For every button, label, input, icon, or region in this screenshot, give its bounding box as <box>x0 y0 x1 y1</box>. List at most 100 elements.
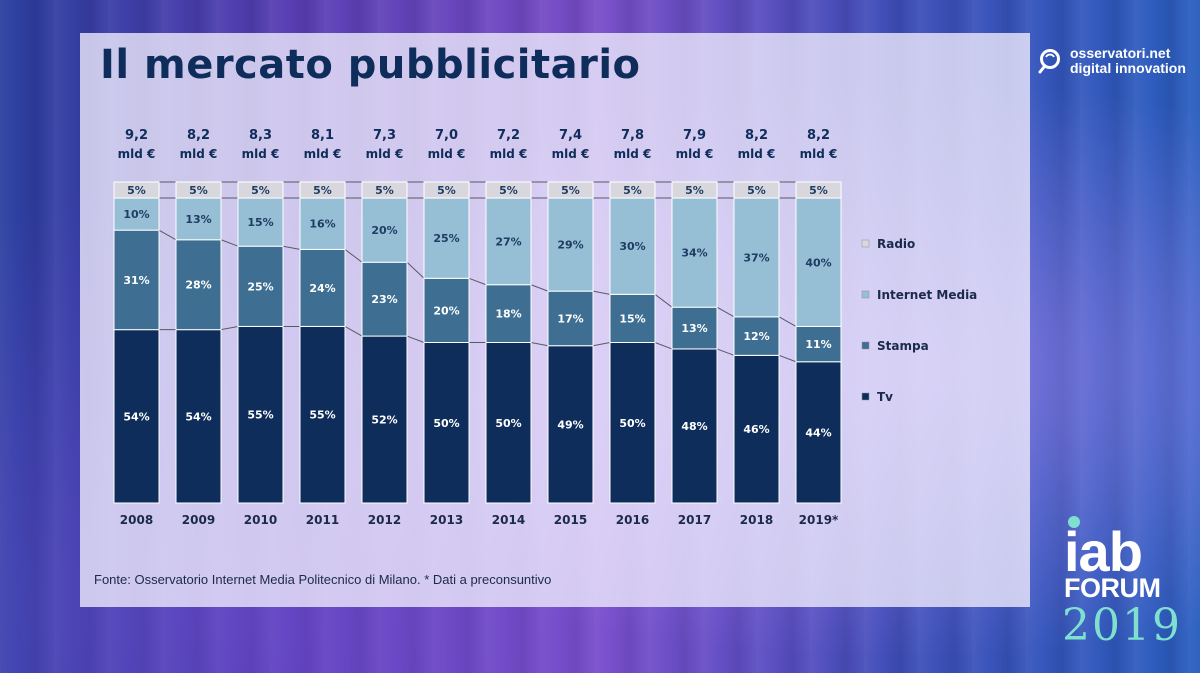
data-label: 24% <box>309 282 335 295</box>
legend-swatch <box>861 290 870 299</box>
bar-segment <box>671 197 718 308</box>
data-label: 5% <box>127 184 146 197</box>
legend-label: Internet Media <box>877 288 977 302</box>
total-value-label: 8,3 <box>249 128 272 143</box>
data-label: 49% <box>557 418 583 431</box>
total-value-label: 8,2 <box>745 128 768 143</box>
bar-segment <box>609 293 656 344</box>
x-tick-label: 2012 <box>368 513 401 527</box>
x-tick-label: 2017 <box>678 513 711 527</box>
data-label: 52% <box>371 414 397 427</box>
brand-line2: digital innovation <box>1070 60 1186 76</box>
bar-segment <box>485 197 532 286</box>
total-unit-label: mld € <box>428 147 466 161</box>
bar-segment <box>733 197 780 318</box>
total-value-label: 7,3 <box>373 128 396 143</box>
data-label: 10% <box>123 208 149 221</box>
data-label: 54% <box>185 410 211 423</box>
bar-segment <box>299 181 346 199</box>
forum-logo-text: FORUM <box>1064 573 1161 603</box>
bar-segment <box>175 239 222 331</box>
bar-segment <box>175 181 222 199</box>
data-label: 13% <box>185 213 211 226</box>
data-label: 5% <box>437 184 456 197</box>
bar-segment <box>485 181 532 199</box>
bar-segment <box>795 325 842 363</box>
x-tick-label: 2010 <box>244 513 277 527</box>
data-label: 5% <box>685 184 704 197</box>
bar-segment <box>423 342 470 504</box>
connector-line <box>220 325 239 331</box>
data-label: 5% <box>561 184 580 197</box>
data-label: 44% <box>805 426 831 439</box>
bar-segment <box>609 342 656 504</box>
data-label: 5% <box>189 184 208 197</box>
bar-segment <box>547 290 594 347</box>
connector-line <box>344 249 363 263</box>
data-label: 5% <box>623 184 642 197</box>
total-value-label: 7,4 <box>559 128 582 143</box>
data-label: 48% <box>681 420 707 433</box>
x-tick-label: 2015 <box>554 513 587 527</box>
data-label: 37% <box>743 251 769 264</box>
data-label: 25% <box>247 280 273 293</box>
data-label: 50% <box>433 417 459 430</box>
data-label: 30% <box>619 240 645 253</box>
total-unit-label: mld € <box>490 147 528 161</box>
legend-swatch <box>861 341 870 350</box>
iab-logo-text: iab <box>1064 520 1143 583</box>
total-value-label: 9,2 <box>125 128 148 143</box>
source-note: Fonte: Osservatorio Internet Media Polit… <box>94 572 552 587</box>
bar-segment <box>175 197 222 241</box>
data-label: 13% <box>681 322 707 335</box>
bar-segment <box>671 181 718 199</box>
bar-segment <box>609 181 656 199</box>
total-unit-label: mld € <box>366 147 404 161</box>
total-value-label: 7,9 <box>683 128 706 143</box>
iab-forum-logo: iab FORUM 2019 <box>1060 512 1190 662</box>
total-value-label: 8,2 <box>807 128 830 143</box>
legend-label: Stampa <box>877 339 929 353</box>
x-tick-label: 2009 <box>182 513 215 527</box>
total-unit-label: mld € <box>800 147 838 161</box>
iab-dot-icon <box>1068 516 1080 528</box>
data-label: 54% <box>123 410 149 423</box>
data-label: 46% <box>743 423 769 436</box>
bar-segment <box>361 261 408 337</box>
magnifier-icon <box>1038 49 1060 74</box>
data-label: 5% <box>313 184 332 197</box>
data-label: 28% <box>185 279 211 292</box>
data-label: 55% <box>309 409 335 422</box>
connector-line <box>406 261 425 279</box>
slide-title: Il mercato pubblicitario <box>100 42 641 88</box>
total-unit-label: mld € <box>242 147 280 161</box>
connector-line <box>654 342 673 350</box>
data-label: 18% <box>495 308 521 321</box>
bar-segment <box>361 181 408 199</box>
data-label: 5% <box>251 184 270 197</box>
x-tick-label: 2014 <box>492 513 525 527</box>
x-tick-label: 2013 <box>430 513 463 527</box>
data-label: 50% <box>619 417 645 430</box>
bar-segment <box>237 181 284 199</box>
connector-line <box>778 316 797 327</box>
connector-line <box>716 348 735 356</box>
bar-segment <box>299 248 346 327</box>
connector-line <box>344 326 363 337</box>
data-label: 25% <box>433 232 459 245</box>
data-label: 27% <box>495 235 521 248</box>
total-unit-label: mld € <box>552 147 590 161</box>
data-label: 20% <box>433 304 459 317</box>
connector-line <box>592 290 611 295</box>
data-label: 15% <box>247 216 273 229</box>
data-label: 17% <box>557 312 583 325</box>
total-unit-label: mld € <box>676 147 714 161</box>
data-label: 29% <box>557 239 583 252</box>
connector-line <box>592 342 611 347</box>
bar-segment <box>609 197 656 295</box>
bar-segment <box>485 342 532 504</box>
total-value-label: 8,1 <box>311 128 334 143</box>
bar-segment <box>423 181 470 199</box>
data-label: 55% <box>247 409 273 422</box>
legend-label: Radio <box>877 237 915 251</box>
